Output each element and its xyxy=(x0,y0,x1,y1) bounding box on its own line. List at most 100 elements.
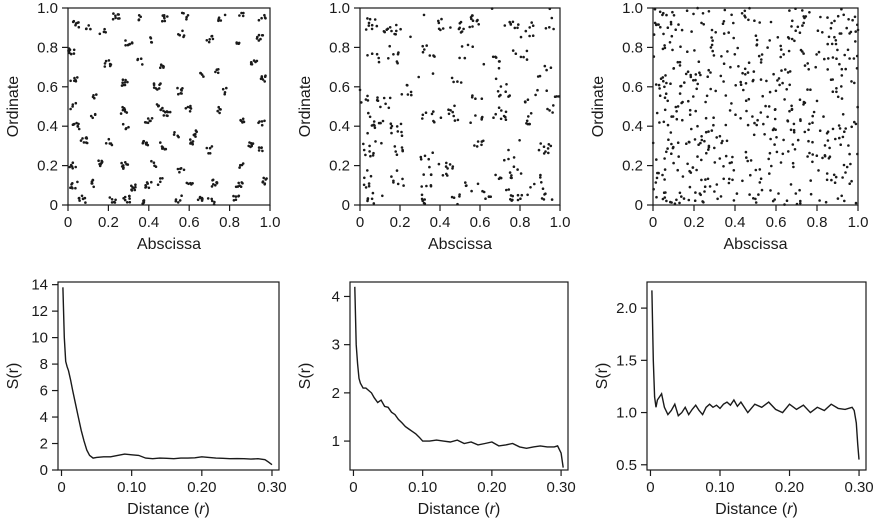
scatter-point xyxy=(766,115,769,119)
scatter-point xyxy=(255,35,259,39)
scatter-point xyxy=(458,193,461,196)
scatter-point xyxy=(854,40,857,43)
scatter-point xyxy=(363,176,366,180)
scatter-point xyxy=(529,112,533,115)
scatter-point xyxy=(734,113,737,116)
scatter-point xyxy=(255,59,259,63)
scatter-point xyxy=(790,108,794,111)
scatter-point xyxy=(845,26,848,30)
scatter-point xyxy=(522,55,525,59)
scatter-point xyxy=(823,57,826,61)
scatter-point xyxy=(662,79,665,83)
scatter-point xyxy=(120,161,123,165)
scatter-point xyxy=(452,196,456,199)
scatter-point xyxy=(678,64,682,67)
scatter-point xyxy=(730,13,733,17)
panel-6: 0 0.10 0.20 0.30 0.5 1.0 1.5 2.0 Distance (r) S(r… xyxy=(594,281,874,518)
scatter-point xyxy=(672,161,675,165)
scatter-point xyxy=(666,123,670,127)
scatter-point xyxy=(382,96,386,100)
scatter-point xyxy=(419,155,423,159)
scatter-point xyxy=(445,172,448,176)
scatter-point xyxy=(759,61,763,64)
scatter-point xyxy=(91,178,95,182)
scatter-point xyxy=(73,76,76,80)
scatter-point xyxy=(831,90,835,93)
series-line xyxy=(651,290,860,460)
scatter-point xyxy=(401,177,404,181)
scatter-point xyxy=(665,150,668,154)
scatter-point xyxy=(400,93,404,96)
scatter-point xyxy=(111,17,115,21)
scatter-point xyxy=(103,27,106,31)
x-axis-label: Abscissa xyxy=(137,236,201,253)
scatter-point xyxy=(548,7,552,11)
scatter-point xyxy=(743,67,747,71)
scatter-point xyxy=(768,172,771,175)
scatter-point xyxy=(779,48,783,51)
scatter-point xyxy=(841,113,845,116)
scatter-point xyxy=(789,183,793,186)
y-axis-label: S(r) xyxy=(5,363,22,390)
scatter-point xyxy=(658,10,662,14)
scatter-point xyxy=(796,25,800,29)
scatter-point xyxy=(689,75,693,79)
scatter-point xyxy=(802,15,805,18)
scatter-point xyxy=(260,16,263,20)
scatter-point xyxy=(377,56,381,60)
scatter-point xyxy=(823,154,827,157)
scatter-point xyxy=(779,44,782,48)
scatter-point xyxy=(849,30,853,34)
scatter-point xyxy=(551,111,554,114)
scatter-point xyxy=(482,62,486,66)
scatter-point xyxy=(854,122,858,126)
scatter-point xyxy=(699,73,702,77)
scatter-point xyxy=(516,193,520,197)
scatter-point xyxy=(480,97,484,100)
scatter-point xyxy=(806,62,809,65)
scatter-point xyxy=(826,139,830,142)
scatter-point xyxy=(792,122,796,126)
scatter-point xyxy=(550,198,554,201)
scatter-point xyxy=(377,60,381,64)
scatter-point xyxy=(104,59,108,63)
scatter-point xyxy=(801,9,804,12)
scatter-point xyxy=(676,168,679,172)
scatter-point xyxy=(772,72,775,76)
scatter-point xyxy=(110,143,114,147)
scatter-point xyxy=(694,78,697,82)
scatter-point xyxy=(670,152,673,155)
scatter-point xyxy=(754,197,757,201)
scatter-point xyxy=(678,201,681,205)
scatter-point xyxy=(257,39,261,42)
scatter-point xyxy=(259,77,263,81)
scatter-point xyxy=(508,20,512,24)
scatter-point xyxy=(237,181,240,185)
scatter-point xyxy=(696,155,699,158)
scatter-point xyxy=(842,13,845,17)
scatter-point xyxy=(749,173,752,177)
scatter-point xyxy=(147,186,151,190)
scatter-point xyxy=(189,104,192,108)
panel-5: 0 0.10 0.20 0.30 1 2 3 4 Distance (r) S(r) xyxy=(297,281,576,518)
scatter-point xyxy=(519,55,523,59)
scatter-point xyxy=(850,179,853,183)
scatter-point xyxy=(755,123,758,127)
scatter-point xyxy=(765,79,768,83)
scatter-point xyxy=(854,30,857,33)
scatter-point xyxy=(390,131,393,135)
scatter-point xyxy=(676,105,680,108)
scatter-point xyxy=(694,191,697,194)
scatter-point xyxy=(706,177,710,181)
scatter-point xyxy=(657,171,660,175)
scatter-point xyxy=(360,101,363,104)
y-tick-label: 4 xyxy=(40,409,48,426)
scatter-point xyxy=(789,128,793,132)
scatter-point xyxy=(825,132,829,135)
scatter-point xyxy=(538,74,542,78)
scatter-point xyxy=(159,177,162,180)
scatter-point xyxy=(526,193,529,197)
scatter-point xyxy=(69,79,72,83)
scatter-point xyxy=(686,50,689,53)
scatter-point xyxy=(72,19,76,23)
